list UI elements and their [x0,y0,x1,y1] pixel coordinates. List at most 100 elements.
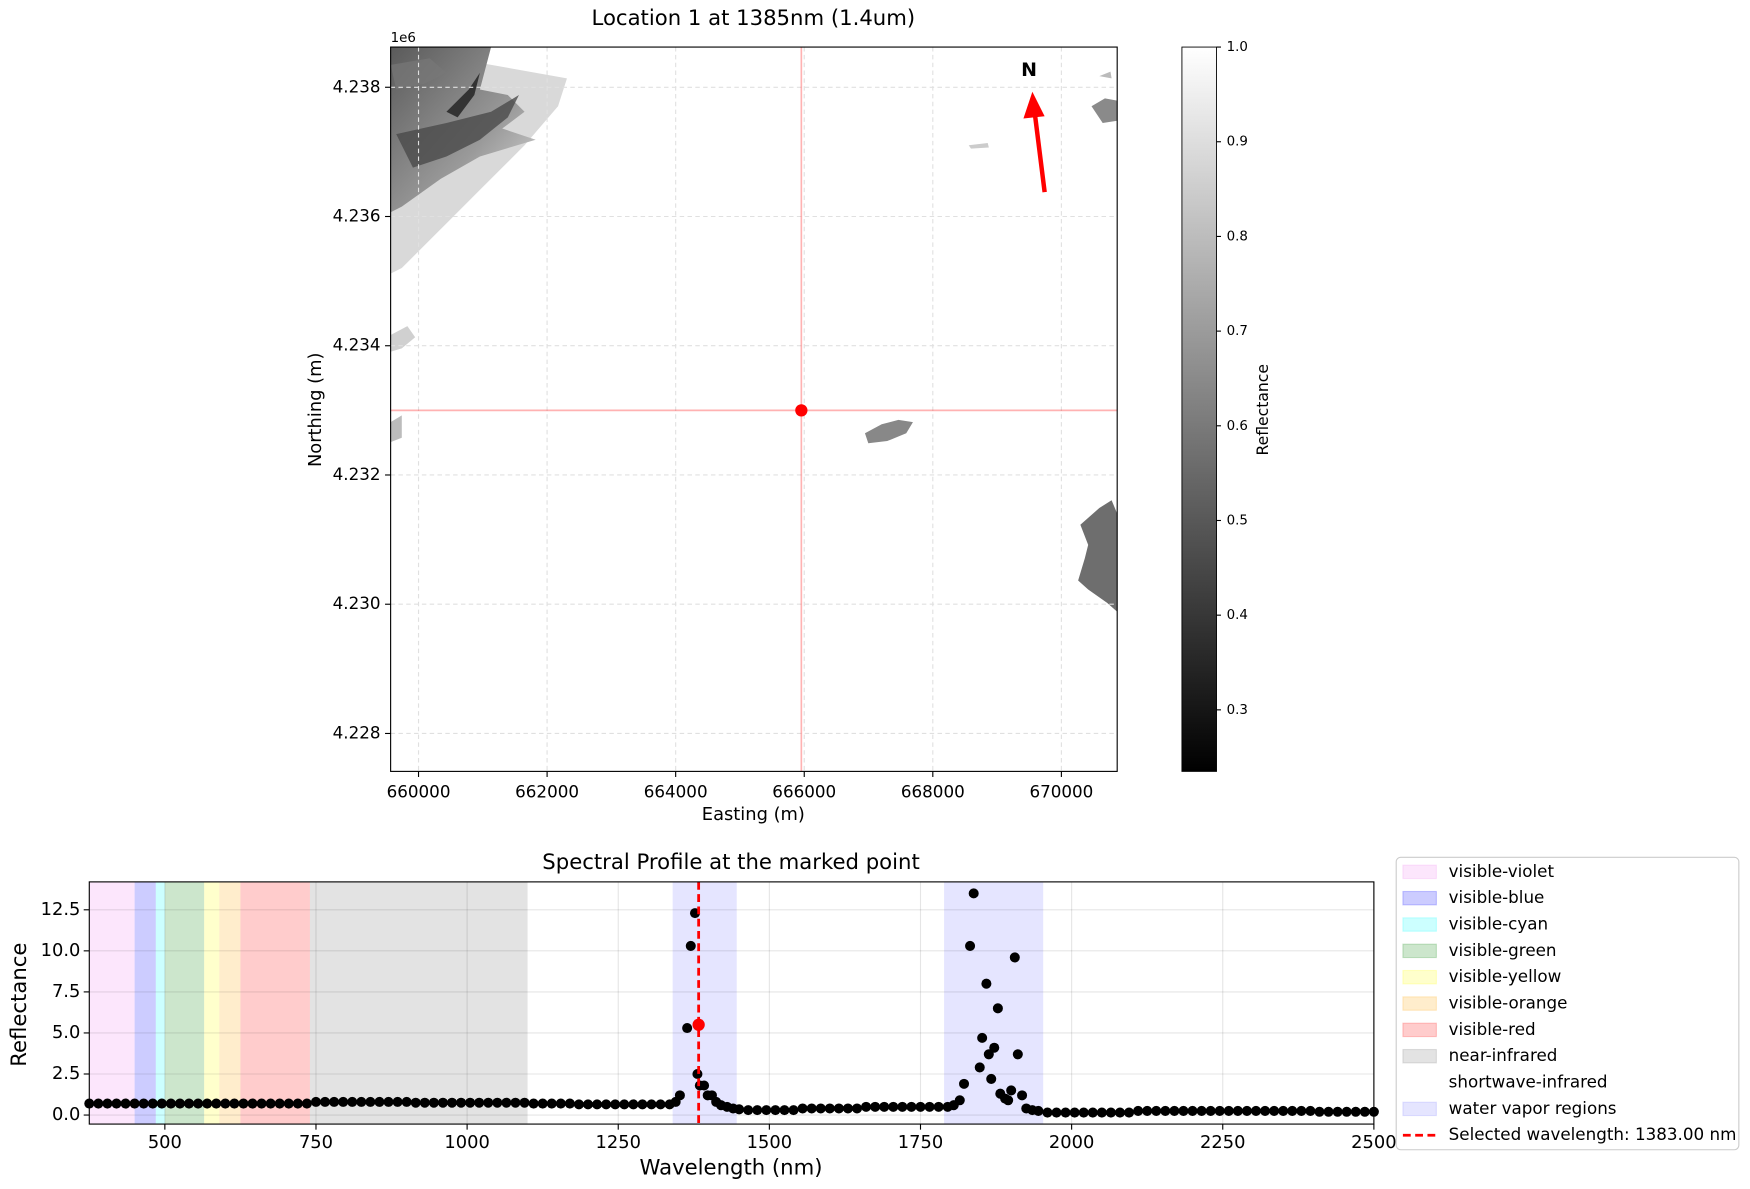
spectral-point [456,1097,467,1108]
spectral-point [965,940,976,951]
spectral-point [446,1097,458,1108]
spectral-point [628,1099,639,1110]
spectral-point [220,1098,231,1109]
spectral-point [1287,1105,1298,1116]
spectral-point [138,1098,149,1109]
spectral-point [610,1099,621,1110]
spectral-point [954,1095,965,1106]
spectral-point [165,1098,176,1109]
spectral-point [1278,1105,1289,1116]
spectral-point [981,978,992,989]
spectral-point [674,1090,685,1101]
region-band [527,881,1374,1125]
legend-swatch [1402,996,1437,1011]
x-tick-label: 664000 [644,782,708,802]
spectral-point [338,1096,349,1107]
spectral-point [1241,1105,1252,1116]
spectral-point [401,1096,412,1107]
legend-label: near-infrared [1449,1045,1558,1065]
y-tick-label: 2.5 [52,1063,80,1084]
legend-label: shortwave-infrared [1449,1072,1608,1092]
north-label: N [1021,59,1037,81]
spectral-point [274,1098,285,1109]
spectral-point [1260,1105,1271,1116]
spectral-point [329,1096,340,1107]
north-arrow-shaft [1032,111,1047,193]
x-tick-label: 1500 [747,1132,792,1153]
colorbar-tick-label: 1.0 [1227,40,1248,55]
terrain-blob [390,326,416,352]
spectral-point [888,1101,899,1112]
x-tick-label: 750 [299,1132,333,1153]
spectral-point [770,1105,781,1116]
spectral-point [1069,1107,1080,1118]
legend-swatch [1402,969,1437,985]
spectral-point [797,1103,808,1114]
x-tick-label: 500 [148,1132,182,1153]
spectral-point [184,1098,195,1109]
spectral-point [1087,1107,1098,1118]
spectral-point [1359,1106,1370,1117]
spectral-point [1269,1105,1280,1116]
spectral-point [1003,1095,1014,1106]
spectral-point [989,1042,1000,1053]
spectral-point [879,1101,890,1112]
spectral-point [147,1098,158,1109]
spectral-point [564,1098,575,1109]
legend-label: visible-red [1449,1019,1536,1039]
x-tick-label: 666000 [772,782,836,802]
region-band [944,881,1044,1125]
spectral-point [501,1097,512,1108]
spectral-point [392,1096,403,1107]
map-y-label: Northing (m) [305,353,326,467]
legend-label: visible-yellow [1449,966,1562,986]
spectral-point [806,1103,817,1114]
spectral-point [1105,1107,1116,1118]
spectral-point [870,1101,881,1112]
spectral-point [211,1098,222,1109]
spectral-point [555,1098,566,1109]
y-tick-label: 4.228 [333,722,381,742]
spectral-point [365,1096,376,1107]
spectral-point [1012,1049,1023,1060]
spectral-point [528,1098,539,1109]
spectral-point [1223,1105,1234,1116]
spectral-x-label: Wavelength (nm) [640,1155,823,1180]
spectral-point [419,1097,430,1108]
spectral-point [824,1103,835,1114]
spectral-point [685,940,696,951]
spectral-point [374,1096,385,1107]
legend-swatch [1402,1022,1437,1038]
spectral-y-label: Reflectance [6,943,31,1067]
spectral-point [1323,1106,1334,1117]
spectral-point [102,1098,113,1109]
terrain-blob [1099,71,1112,79]
spectral-point [915,1101,926,1112]
y-tick-label: 4.232 [333,464,381,484]
region-band [155,881,165,1125]
x-tick-label: 662000 [515,782,579,802]
y-tick-label: 4.238 [333,76,381,96]
x-tick-label: 1250 [596,1132,641,1153]
y-tick-label: 10.0 [41,940,81,961]
spectral-point [193,1098,204,1109]
spectral-point [833,1103,844,1114]
y-offset-label: 1e6 [391,31,416,46]
spectral-point [247,1098,258,1109]
spectral-point [483,1097,494,1108]
spectral-point [974,1062,985,1073]
spectral-point [592,1099,603,1110]
legend-swatch [1402,1075,1437,1090]
spectral-point [1124,1107,1135,1118]
spectral-point [861,1101,872,1112]
plot-frame [88,881,1375,1125]
spectral-point [619,1099,630,1110]
spectral-point [992,1003,1003,1014]
spectral-point [310,1096,322,1107]
legend-label: visible-cyan [1449,914,1548,934]
y-tick-label: 0.0 [52,1104,80,1125]
map-x-label: Easting (m) [702,804,805,825]
x-tick-label: 2250 [1200,1132,1245,1153]
